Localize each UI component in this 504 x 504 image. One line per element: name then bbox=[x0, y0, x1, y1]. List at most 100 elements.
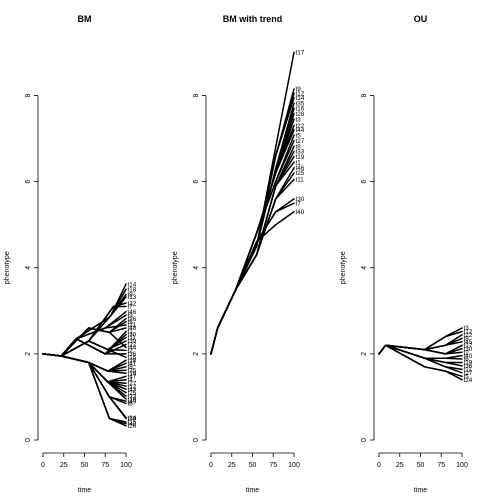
x-tick-label: 100 bbox=[120, 462, 132, 469]
tip-label: t22 bbox=[464, 332, 473, 339]
tip-label: t18 bbox=[128, 286, 137, 293]
x-tick-label: 100 bbox=[288, 462, 300, 469]
tip-label: t3 bbox=[296, 116, 302, 123]
tip-labels: t14t18t9t13t32t7t46t3t26t5t21t48t1t30t11… bbox=[128, 281, 137, 430]
tip-label: t10 bbox=[128, 396, 137, 403]
tip-label: t6 bbox=[128, 401, 134, 408]
tip-label: t40 bbox=[464, 353, 473, 360]
tip-label: t21 bbox=[128, 322, 137, 329]
tip-label: t16 bbox=[296, 106, 305, 113]
y-tick-label: 8 bbox=[193, 93, 200, 97]
y-tick-label: 0 bbox=[193, 438, 200, 442]
tip-label: t27 bbox=[296, 138, 305, 145]
x-tick-label: 50 bbox=[249, 462, 257, 469]
tip-label: t49 bbox=[128, 398, 137, 405]
y-tick-label: 2 bbox=[25, 352, 32, 356]
tip-label: t9 bbox=[296, 86, 302, 93]
lineage-t24 bbox=[378, 344, 463, 381]
lineage-t20 bbox=[42, 353, 127, 427]
tip-label: t3 bbox=[128, 312, 134, 319]
y-axis-label: phenotype bbox=[340, 251, 347, 284]
tip-label: t8 bbox=[296, 144, 302, 151]
x-tick-label: 25 bbox=[228, 462, 236, 469]
x-tick-label: 75 bbox=[269, 462, 277, 469]
x-tick-label: 75 bbox=[101, 462, 109, 469]
lineage-t17 bbox=[210, 51, 295, 355]
tip-label: t24 bbox=[128, 415, 137, 422]
tip-label: t6 bbox=[464, 356, 470, 363]
tip-label: t14 bbox=[128, 281, 137, 288]
tip-label: t7 bbox=[128, 304, 134, 311]
tip-label: t44 bbox=[128, 345, 137, 352]
tip-label: t11 bbox=[464, 367, 473, 374]
tip-label: t43 bbox=[128, 386, 137, 393]
tip-label: t25 bbox=[128, 390, 137, 397]
tree-branches bbox=[42, 283, 127, 427]
lineage-t10 bbox=[42, 353, 127, 400]
tip-label: t28 bbox=[128, 358, 137, 365]
tip-label: t20 bbox=[128, 423, 137, 430]
y-tick-label: 4 bbox=[361, 266, 368, 270]
axes: 0 2 4 6 8 0 25 50 75 100 bbox=[25, 93, 132, 469]
tip-label: t22 bbox=[128, 342, 137, 349]
lineage-t44 bbox=[210, 129, 295, 355]
tree-branches bbox=[210, 51, 295, 355]
tip-label: t46 bbox=[128, 309, 137, 316]
y-tick-label: 6 bbox=[193, 180, 200, 184]
lineage-t33 bbox=[42, 353, 127, 397]
tip-label: t27 bbox=[128, 380, 137, 387]
tip-label: t17 bbox=[464, 342, 473, 349]
tip-label: t28 bbox=[296, 111, 305, 118]
tip-label: t42 bbox=[128, 421, 137, 428]
tip-label: t5 bbox=[128, 319, 134, 326]
tip-label: t8 bbox=[464, 336, 470, 343]
tip-label: t4 bbox=[128, 377, 134, 384]
panel-bm-with-trend: BM with trend time phenotype 0 2 4 6 8 0 25 50 7… bbox=[172, 14, 305, 494]
x-tick-label: 0 bbox=[41, 462, 45, 469]
x-axis-label: time bbox=[78, 487, 91, 494]
y-tick-label: 2 bbox=[193, 352, 200, 356]
tip-label: t50 bbox=[128, 416, 137, 423]
x-tick-label: 75 bbox=[437, 462, 445, 469]
tip-labels: t3t12t22t8t45t17t30t2t40t6t19t36t11t27t5… bbox=[464, 325, 473, 384]
y-tick-label: 6 bbox=[361, 180, 368, 184]
tip-label: t41 bbox=[128, 361, 137, 368]
x-tick-label: 0 bbox=[377, 462, 381, 469]
tip-label: t30 bbox=[128, 332, 137, 339]
tip-label: t7 bbox=[296, 200, 302, 207]
tip-label: t24 bbox=[464, 377, 473, 384]
tip-label: t19 bbox=[128, 370, 137, 377]
lineage-t25 bbox=[210, 172, 295, 355]
tip-label: t40 bbox=[296, 209, 305, 216]
lineage-t42 bbox=[42, 353, 127, 425]
tip-label: t36 bbox=[464, 363, 473, 370]
y-axis-label: phenotype bbox=[172, 251, 179, 284]
tip-label: t2 bbox=[128, 348, 134, 355]
y-tick-label: 0 bbox=[361, 438, 368, 442]
lineage-t40 bbox=[210, 211, 295, 355]
tip-label: t36 bbox=[128, 351, 137, 358]
y-tick-label: 4 bbox=[193, 266, 200, 270]
tip-label: t11 bbox=[128, 335, 137, 342]
tip-label: t12 bbox=[464, 329, 473, 336]
tip-label: t30 bbox=[464, 346, 473, 353]
tip-label: t13 bbox=[128, 294, 137, 301]
tip-label: t48 bbox=[128, 325, 137, 332]
lineage-t3 bbox=[378, 327, 463, 355]
x-axis-label: time bbox=[246, 487, 259, 494]
tip-label: t2 bbox=[464, 349, 470, 356]
tip-label: t25 bbox=[296, 170, 305, 177]
tip-label: t33 bbox=[296, 149, 305, 156]
axes: 0 2 4 6 8 0 25 50 75 100 bbox=[193, 93, 300, 469]
lineage-t3 bbox=[210, 118, 295, 355]
lineage-t41 bbox=[42, 353, 127, 372]
panel-title: BM with trend bbox=[223, 14, 283, 24]
tip-label: t45 bbox=[464, 339, 473, 346]
tip-label: t26 bbox=[128, 316, 137, 323]
y-tick-label: 8 bbox=[361, 93, 368, 97]
tip-label: t8 bbox=[128, 364, 134, 371]
tip-label: t39 bbox=[128, 338, 137, 345]
x-axis-label: time bbox=[414, 487, 427, 494]
y-tick-label: 0 bbox=[25, 438, 32, 442]
